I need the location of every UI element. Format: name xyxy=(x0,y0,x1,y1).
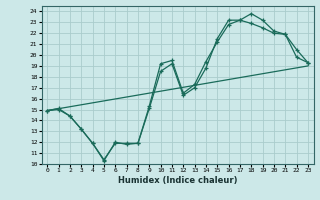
X-axis label: Humidex (Indice chaleur): Humidex (Indice chaleur) xyxy=(118,176,237,185)
